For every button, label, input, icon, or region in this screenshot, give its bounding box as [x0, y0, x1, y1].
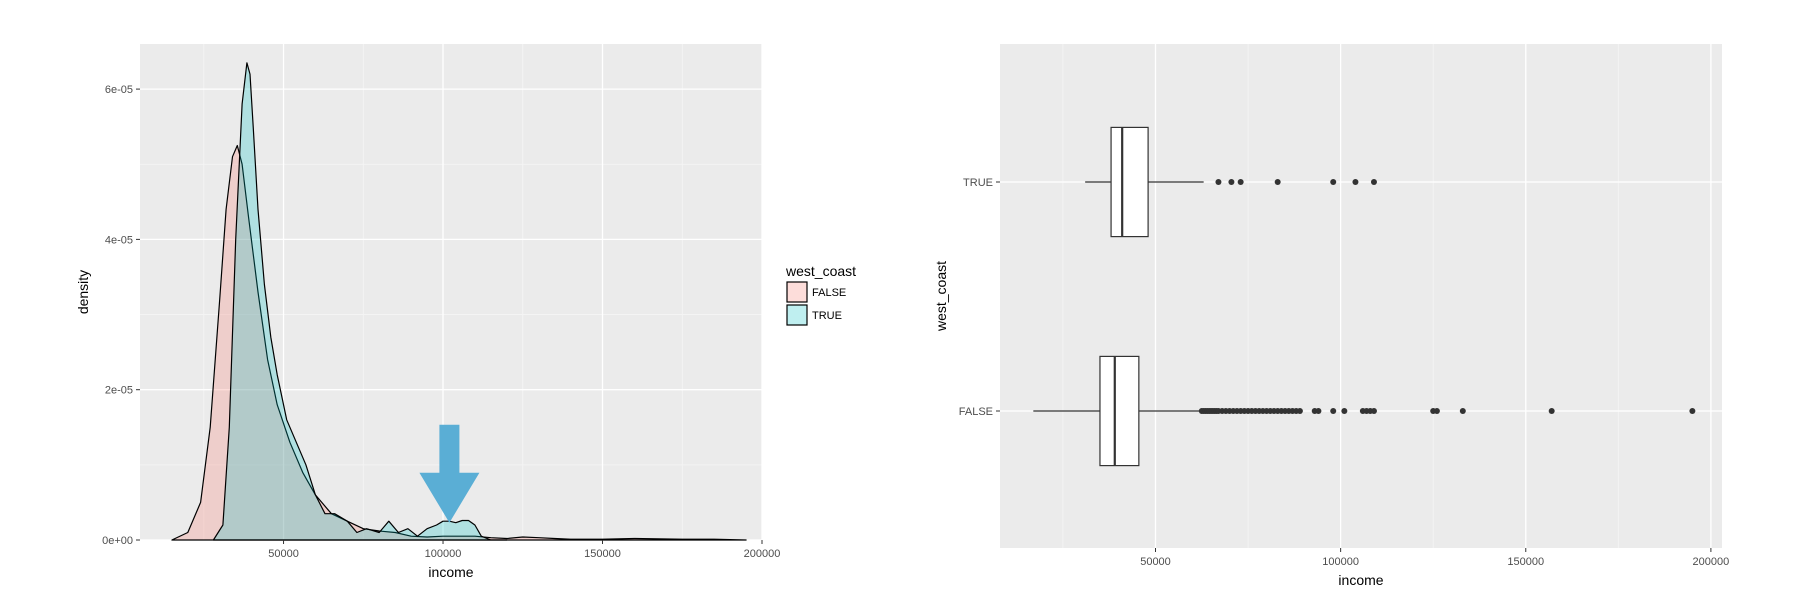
- density-area-true: [212, 62, 508, 541]
- legend-label-true: TRUE: [812, 310, 842, 322]
- outlier-point: [1459, 408, 1466, 414]
- density-y-tick-label: 4e-05: [105, 234, 133, 246]
- outlier-point: [1330, 408, 1337, 414]
- outlier-point: [1689, 408, 1696, 414]
- outlier-point: [1315, 408, 1322, 414]
- outlier-point: [1548, 408, 1555, 414]
- outlier-point: [1228, 179, 1235, 185]
- density-x-tick-label: 100000: [425, 548, 462, 560]
- outlier-point: [1370, 179, 1377, 185]
- density-plot-gridlines: [140, 44, 763, 541]
- density-plot-panel: 50000 100000 150000 200000 0e+00 2e-05 4e-05 6e…: [75, 44, 780, 580]
- density-y-tick-label: 6e-05: [105, 84, 133, 96]
- density-plot-ticks: 50000 100000 150000 200000 0e+00 2e-05 4e-05 6e…: [102, 84, 780, 560]
- boxplot-x-axis-title: income: [1338, 572, 1383, 588]
- boxplot-background: [1000, 44, 1722, 548]
- density-x-tick-label: 150000: [584, 548, 621, 560]
- legend-title: west_coast: [785, 263, 856, 279]
- highlight-arrow-icon: [419, 424, 480, 523]
- outlier-point: [1237, 179, 1244, 185]
- boxplot-boxes: [1033, 126, 1696, 467]
- outlier-point: [1352, 179, 1359, 185]
- density-y-tick-label: 0e+00: [102, 535, 133, 547]
- boxplot-ticks: 50000 100000 150000 200000 TRUE FALSE: [959, 177, 1730, 568]
- outlier-point: [1370, 408, 1377, 414]
- boxplot-x-tick-label: 150000: [1507, 556, 1544, 568]
- density-y-tick-label: 2e-05: [105, 385, 133, 397]
- outlier-point: [1215, 179, 1222, 185]
- boxplot-y-tick-label: FALSE: [959, 406, 993, 418]
- outlier-point: [1274, 179, 1281, 185]
- density-y-axis-title: density: [75, 270, 91, 314]
- box-iqr: [1099, 355, 1140, 467]
- boxplot-y-axis-title: west_coast: [933, 261, 949, 332]
- boxplot-group-false: [1033, 355, 1696, 467]
- box-iqr: [1110, 126, 1149, 238]
- density-x-axis-title: income: [428, 564, 473, 580]
- density-plot-annotations: [419, 424, 480, 523]
- boxplot-x-tick-label: 50000: [1140, 556, 1171, 568]
- density-plot-series: [171, 62, 747, 541]
- outlier-point: [1341, 408, 1348, 414]
- outlier-point: [1433, 408, 1440, 414]
- boxplot-x-tick-label: 100000: [1322, 556, 1359, 568]
- legend-key-true: [786, 304, 808, 326]
- outlier-point: [1330, 179, 1337, 185]
- boxplot-y-tick-label: TRUE: [963, 177, 993, 189]
- density-x-tick-label: 50000: [268, 548, 299, 560]
- boxplot-group-true: [1085, 126, 1377, 238]
- density-x-tick-label: 200000: [744, 548, 781, 560]
- legend: west_coast FALSE TRUE: [785, 263, 856, 326]
- boxplot-x-tick-label: 200000: [1693, 556, 1730, 568]
- outlier-point: [1296, 408, 1303, 414]
- legend-label-false: FALSE: [812, 287, 846, 299]
- legend-key-false: [786, 281, 808, 303]
